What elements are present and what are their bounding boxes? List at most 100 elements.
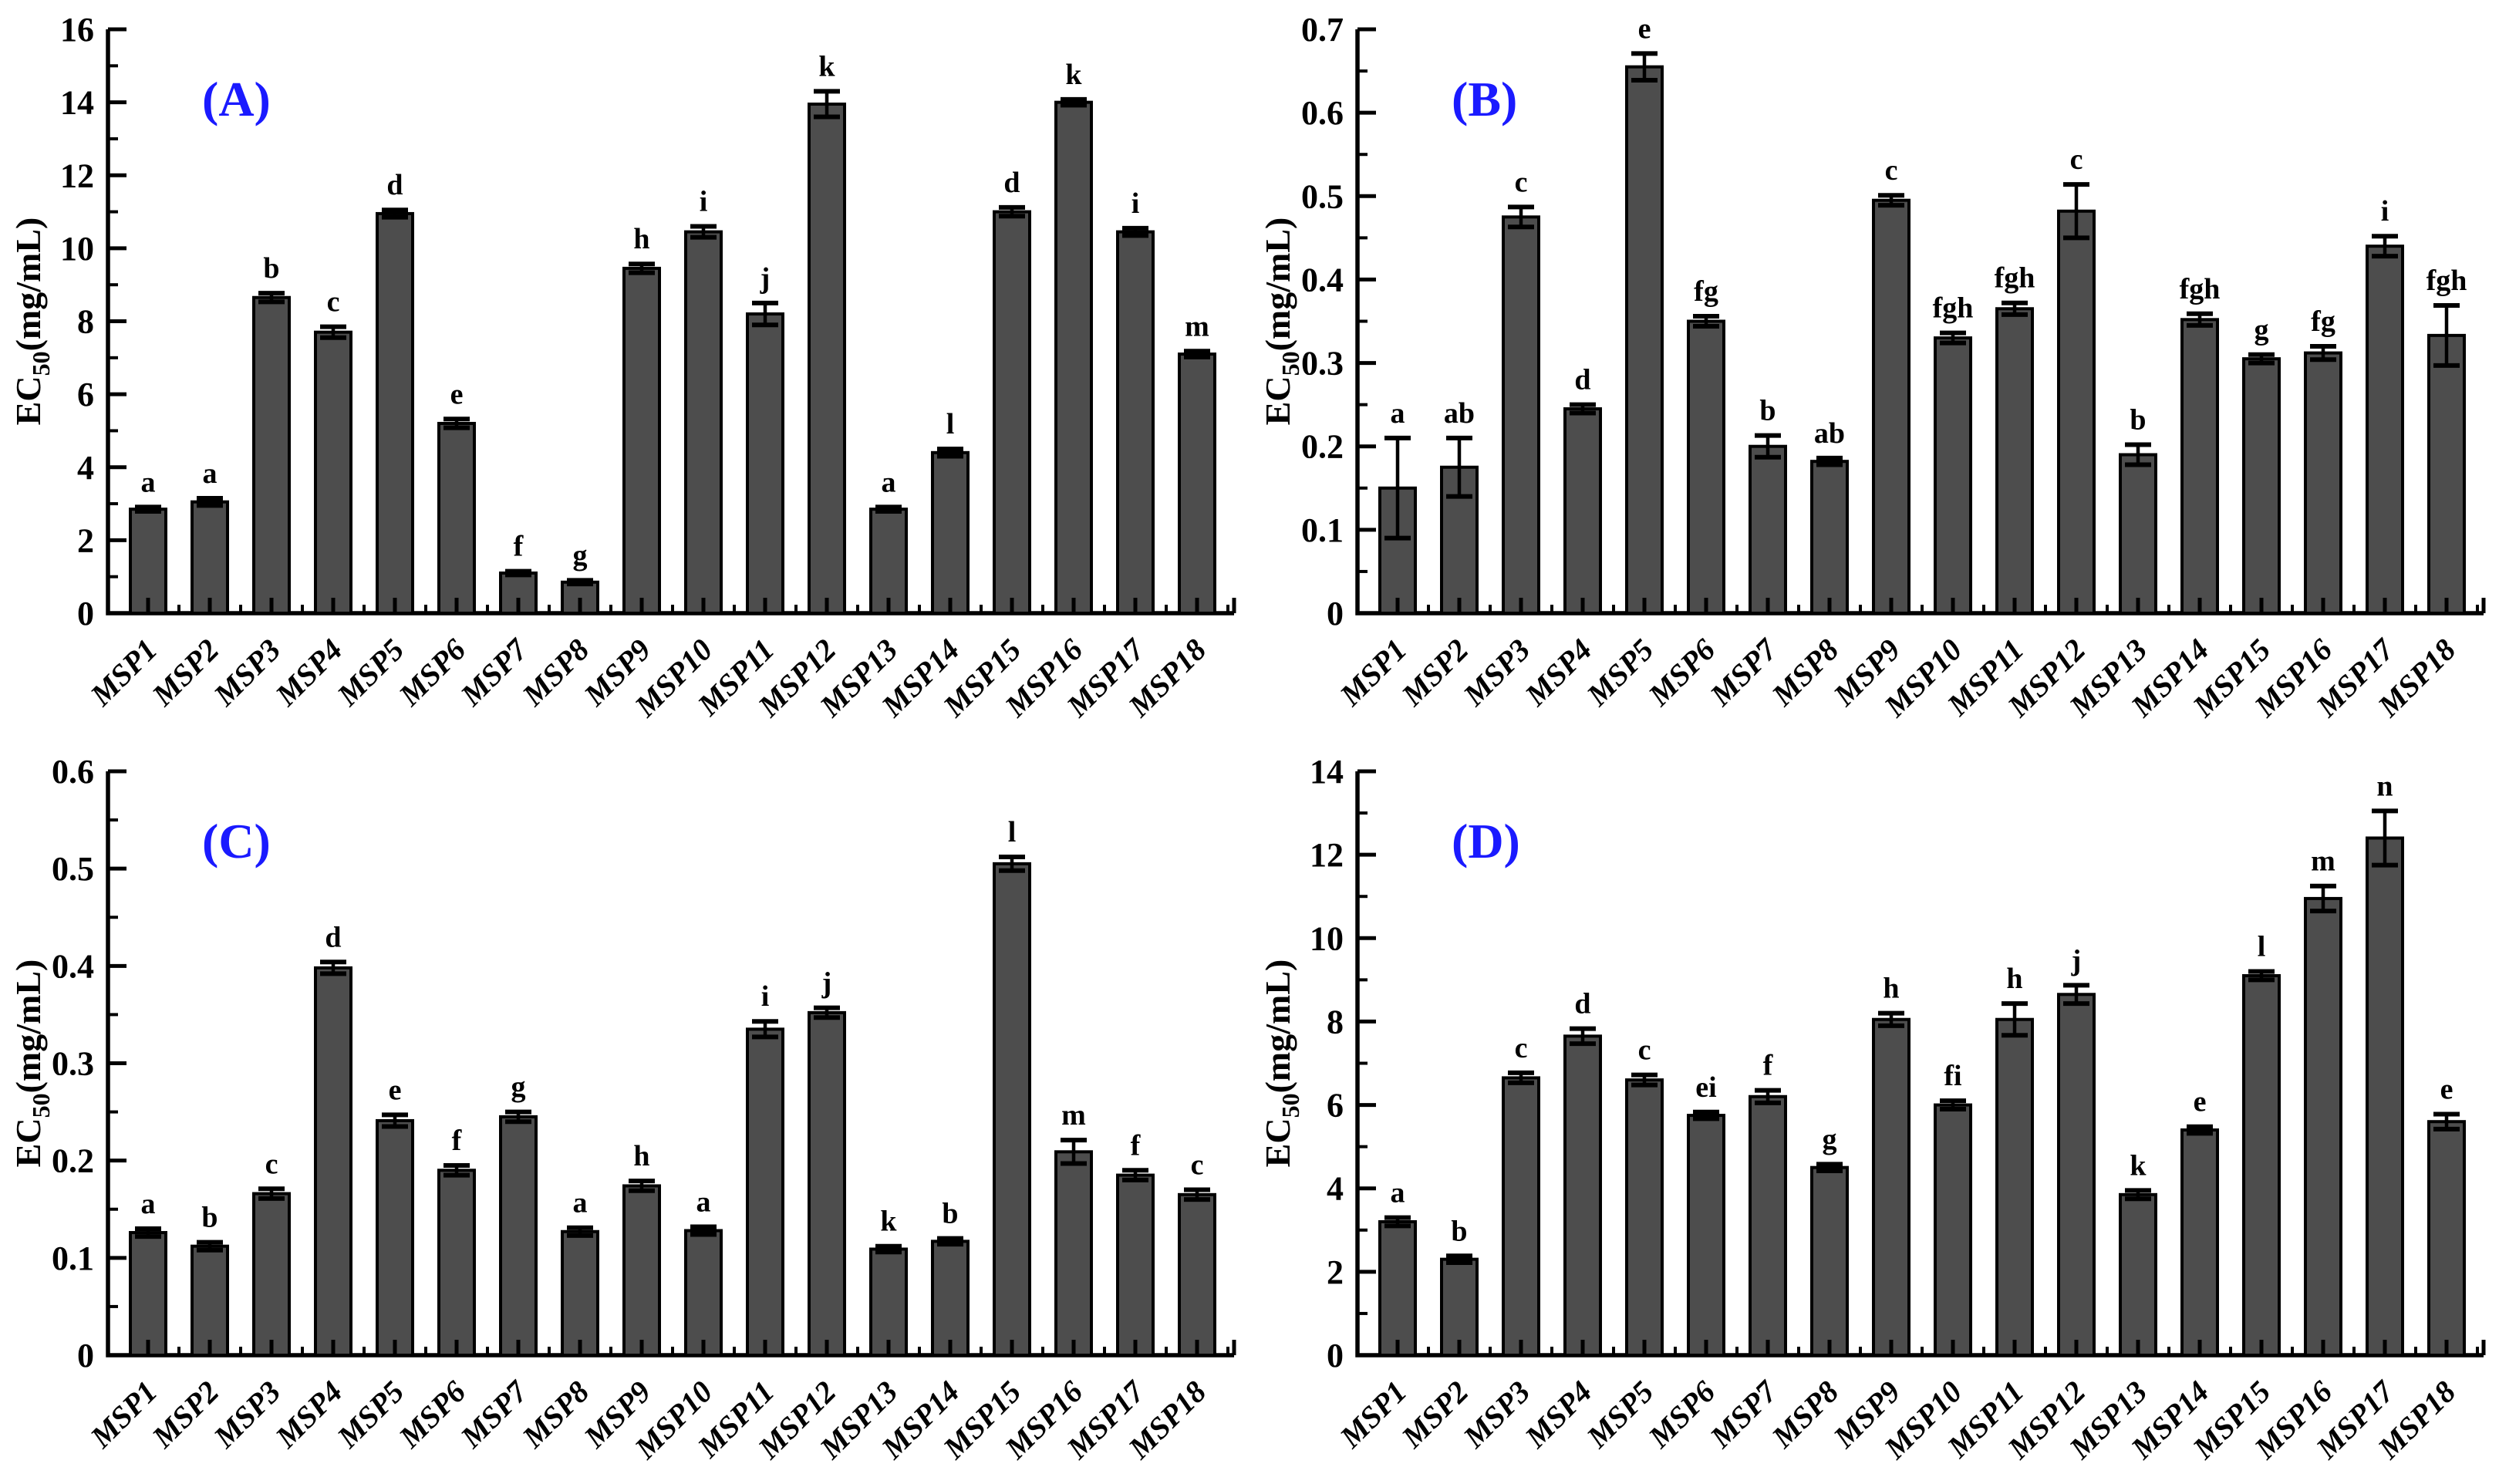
bar-MSP8 xyxy=(1810,1165,1849,1358)
sig-letter-MSP1: a xyxy=(141,1188,156,1220)
bar-MSP17 xyxy=(1116,1173,1155,1358)
bar-MSP13 xyxy=(2119,453,2157,615)
bar-MSP16 xyxy=(2304,896,2342,1358)
sig-letter-MSP14: fgh xyxy=(2180,273,2221,305)
sig-letter-MSP9: h xyxy=(1883,973,1899,1005)
sig-letter-MSP5: e xyxy=(389,1074,402,1106)
bar-MSP5 xyxy=(1625,65,1664,615)
bar-MSP17 xyxy=(2366,836,2404,1357)
sig-letter-MSP18: c xyxy=(1191,1149,1204,1182)
x-tick-label-MSP6: MSP6 xyxy=(1641,632,1722,713)
x-tick-label-MSP7: MSP7 xyxy=(454,631,535,713)
x-tick-label-MSP3: MSP3 xyxy=(1456,632,1537,713)
bar-MSP9 xyxy=(622,266,661,615)
bar-MSP16 xyxy=(2304,351,2342,615)
y-tick-label: 14 xyxy=(60,84,94,122)
bar-MSP6 xyxy=(1687,1114,1725,1357)
sig-letter-MSP14: b xyxy=(942,1198,958,1230)
y-tick-label: 10 xyxy=(60,230,94,268)
bar-MSP15 xyxy=(2242,357,2281,615)
sig-letter-MSP6: fg xyxy=(1694,275,1718,308)
bar-MSP15 xyxy=(993,210,1031,615)
sig-letter-MSP3: c xyxy=(265,1148,278,1180)
x-tick-label-MSP7: MSP7 xyxy=(1703,631,1785,713)
sig-letter-MSP8: ab xyxy=(1814,417,1845,450)
sig-letter-MSP15: l xyxy=(1008,816,1017,848)
sig-letter-MSP13: k xyxy=(2130,1149,2147,1182)
bar-MSP6 xyxy=(437,421,476,615)
bar-MSP8 xyxy=(1810,460,1849,615)
bar-MSP9 xyxy=(622,1184,661,1357)
bar-MSP4 xyxy=(314,330,352,615)
bar-MSP4 xyxy=(314,966,352,1357)
x-tick-label-MSP3: MSP3 xyxy=(207,632,288,713)
y-tick-label: 0.7 xyxy=(1301,11,1344,49)
bar-MSP18 xyxy=(1178,352,1216,615)
bar-MSP6 xyxy=(1687,319,1725,615)
x-tick-label-MSP8: MSP8 xyxy=(1765,632,1846,713)
panel-label: (D) xyxy=(1452,814,1520,868)
y-tick-label: 0.1 xyxy=(1301,511,1344,549)
sig-letter-MSP8: a xyxy=(573,1187,588,1219)
bar-MSP14 xyxy=(931,1239,970,1358)
y-tick-label: 0.1 xyxy=(52,1239,94,1277)
bar-MSP11 xyxy=(1995,1017,2034,1357)
sig-letter-MSP2: ab xyxy=(1444,397,1475,430)
sig-letter-MSP14: l xyxy=(946,408,955,440)
panel-label: (A) xyxy=(202,72,271,126)
y-tick-label: 6 xyxy=(1327,1087,1344,1125)
x-tick-label-MSP6: MSP6 xyxy=(392,1374,473,1455)
bar-MSP4 xyxy=(1563,1034,1602,1357)
sig-letter-MSP7: g xyxy=(511,1071,526,1104)
x-tick-label-MSP2: MSP2 xyxy=(1395,632,1475,713)
sig-letter-MSP9: h xyxy=(633,1140,649,1172)
bar-MSP9 xyxy=(1872,198,1911,615)
bar-MSP18 xyxy=(1178,1192,1216,1358)
y-tick-label: 0.6 xyxy=(1301,94,1344,132)
sig-letter-MSP4: d xyxy=(325,921,341,953)
bar-MSP2 xyxy=(191,1244,229,1358)
y-tick-label: 0 xyxy=(1327,595,1344,632)
bar-MSP16 xyxy=(1054,1150,1093,1357)
bar-MSP2 xyxy=(191,500,229,616)
y-tick-label: 8 xyxy=(77,303,94,341)
sig-letter-MSP17: f xyxy=(1131,1129,1142,1162)
bar-MSP13 xyxy=(869,1247,908,1357)
y-tick-label: 2 xyxy=(77,521,94,559)
sig-letter-MSP15: l xyxy=(2258,931,2266,963)
x-tick-label-MSP5: MSP5 xyxy=(330,1374,411,1455)
y-tick-label: 0.6 xyxy=(52,753,94,791)
bar-MSP1 xyxy=(129,1231,167,1358)
y-tick-label: 4 xyxy=(77,449,94,487)
panel-label: (B) xyxy=(1452,72,1517,126)
sig-letter-MSP12: j xyxy=(821,967,832,1000)
bar-MSP5 xyxy=(376,1118,414,1357)
bar-MSP11 xyxy=(746,1027,784,1357)
bar-MSP18 xyxy=(2427,333,2466,615)
x-tick-label-MSP5: MSP5 xyxy=(1580,1374,1661,1455)
x-tick-label-MSP1: MSP1 xyxy=(1333,1374,1414,1455)
bar-MSP10 xyxy=(684,1229,723,1357)
bar-MSP17 xyxy=(2366,245,2404,615)
sig-letter-MSP5: d xyxy=(386,169,403,201)
x-tick-label-MSP2: MSP2 xyxy=(1395,1374,1475,1455)
bar-MSP14 xyxy=(931,450,970,616)
sig-letter-MSP2: b xyxy=(1451,1215,1467,1247)
sig-letter-MSP16: m xyxy=(1061,1099,1086,1132)
sig-letter-MSP3: c xyxy=(1515,166,1528,198)
bar-MSP17 xyxy=(1116,230,1155,615)
bar-MSP7 xyxy=(1749,1094,1787,1357)
bar-MSP10 xyxy=(1934,1103,1972,1357)
sig-letter-MSP1: a xyxy=(1391,1177,1405,1209)
y-tick-label: 4 xyxy=(1327,1170,1344,1208)
y-tick-label: 0 xyxy=(1327,1337,1344,1374)
sig-letter-MSP10: i xyxy=(700,185,708,218)
x-tick-label-MSP4: MSP4 xyxy=(268,1374,349,1455)
y-tick-label: 0.5 xyxy=(1301,177,1344,215)
sig-letter-MSP16: fg xyxy=(2311,305,2335,338)
bar-MSP13 xyxy=(2119,1192,2157,1358)
y-axis-title: EC50(mg/mL) xyxy=(1258,960,1304,1168)
sig-letter-MSP7: f xyxy=(514,531,524,563)
bar-MSP12 xyxy=(2057,209,2096,616)
